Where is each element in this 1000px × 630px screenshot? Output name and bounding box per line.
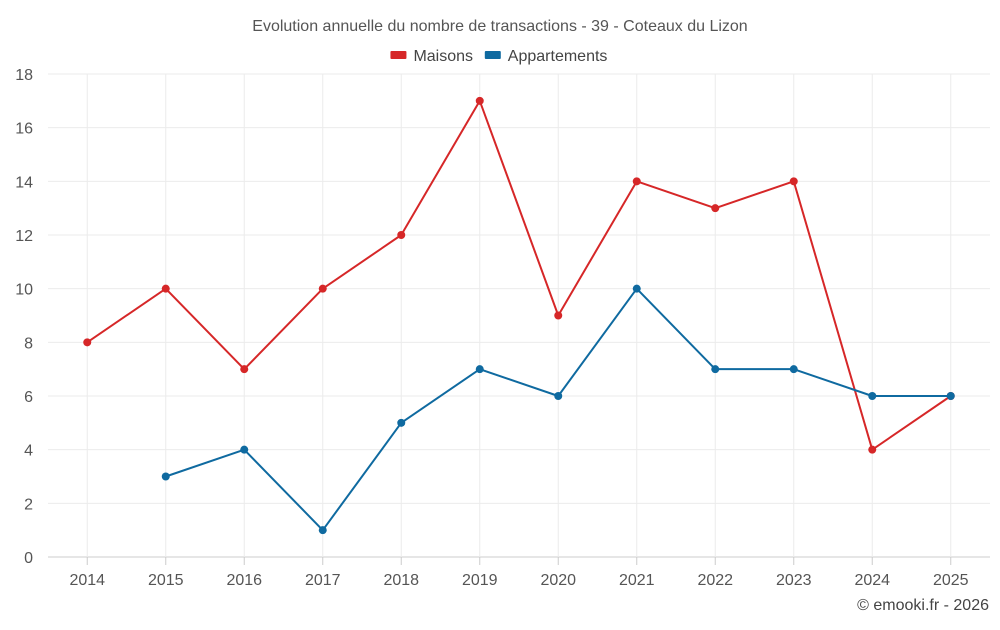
data-point-appartements [868,392,877,400]
legend-label-maisons: Maisons [413,48,473,65]
legend-swatch-maisons [390,51,407,59]
x-tick-label: 2014 [69,572,105,589]
y-tick-label: 6 [24,389,33,406]
x-tick-label: 2018 [383,572,419,589]
data-point-appartements [240,445,249,454]
data-point-appartements [711,365,720,374]
data-point-appartements [397,418,406,427]
data-point-appartements [789,365,798,374]
x-tick-label: 2015 [148,572,184,589]
data-point-appartements [161,472,170,481]
data-point-appartements [632,284,641,293]
y-tick-label: 10 [15,282,33,299]
data-point-appartements [318,526,327,535]
data-point-appartements [475,365,484,374]
y-tick-label: 2 [24,496,33,513]
y-tick-label: 12 [15,228,33,245]
y-tick-label: 16 [15,121,33,138]
y-tick-label: 4 [24,443,33,460]
data-point-maisons [83,338,92,347]
y-tick-label: 8 [24,335,33,352]
legend: Maisons Appartements [390,48,607,65]
data-point-maisons [240,365,249,374]
grid-lines [48,73,990,558]
data-point-maisons [554,311,563,320]
data-point-maisons [868,445,877,454]
x-tick-label: 2020 [540,572,576,589]
x-tick-label: 2022 [697,572,733,589]
credit-text: © emooki.fr - 2026 [857,597,989,614]
x-tick-label: 2017 [305,572,341,589]
x-tick-label: 2019 [462,572,498,589]
axes: 0 2 4 6 8 10 12 14 16 18 2014 2015 2016 2017 2018 2019 2… [15,67,968,589]
series-layer [83,96,955,535]
data-point-maisons [318,284,327,293]
legend-swatch-appartements [484,51,501,59]
x-tick-label: 2021 [619,572,655,589]
legend-label-appartements: Appartements [508,48,608,65]
x-tick-label: 2025 [933,572,969,589]
x-tick-label: 2023 [776,572,812,589]
data-point-maisons [632,177,641,186]
y-tick-label: 14 [15,174,33,191]
data-point-maisons [789,177,798,186]
chart-title: Evolution annuelle du nombre de transact… [252,18,747,35]
data-point-appartements [946,392,955,400]
x-tick-label: 2016 [226,572,262,589]
y-tick-label: 18 [15,67,33,84]
x-tick-label: 2024 [854,572,890,589]
data-point-maisons [711,204,720,213]
data-point-maisons [475,96,484,105]
data-point-maisons [397,231,406,239]
data-point-maisons [161,284,170,293]
series-line-maisons [86,99,952,451]
data-point-appartements [554,392,563,400]
y-tick-label: 0 [24,550,33,567]
